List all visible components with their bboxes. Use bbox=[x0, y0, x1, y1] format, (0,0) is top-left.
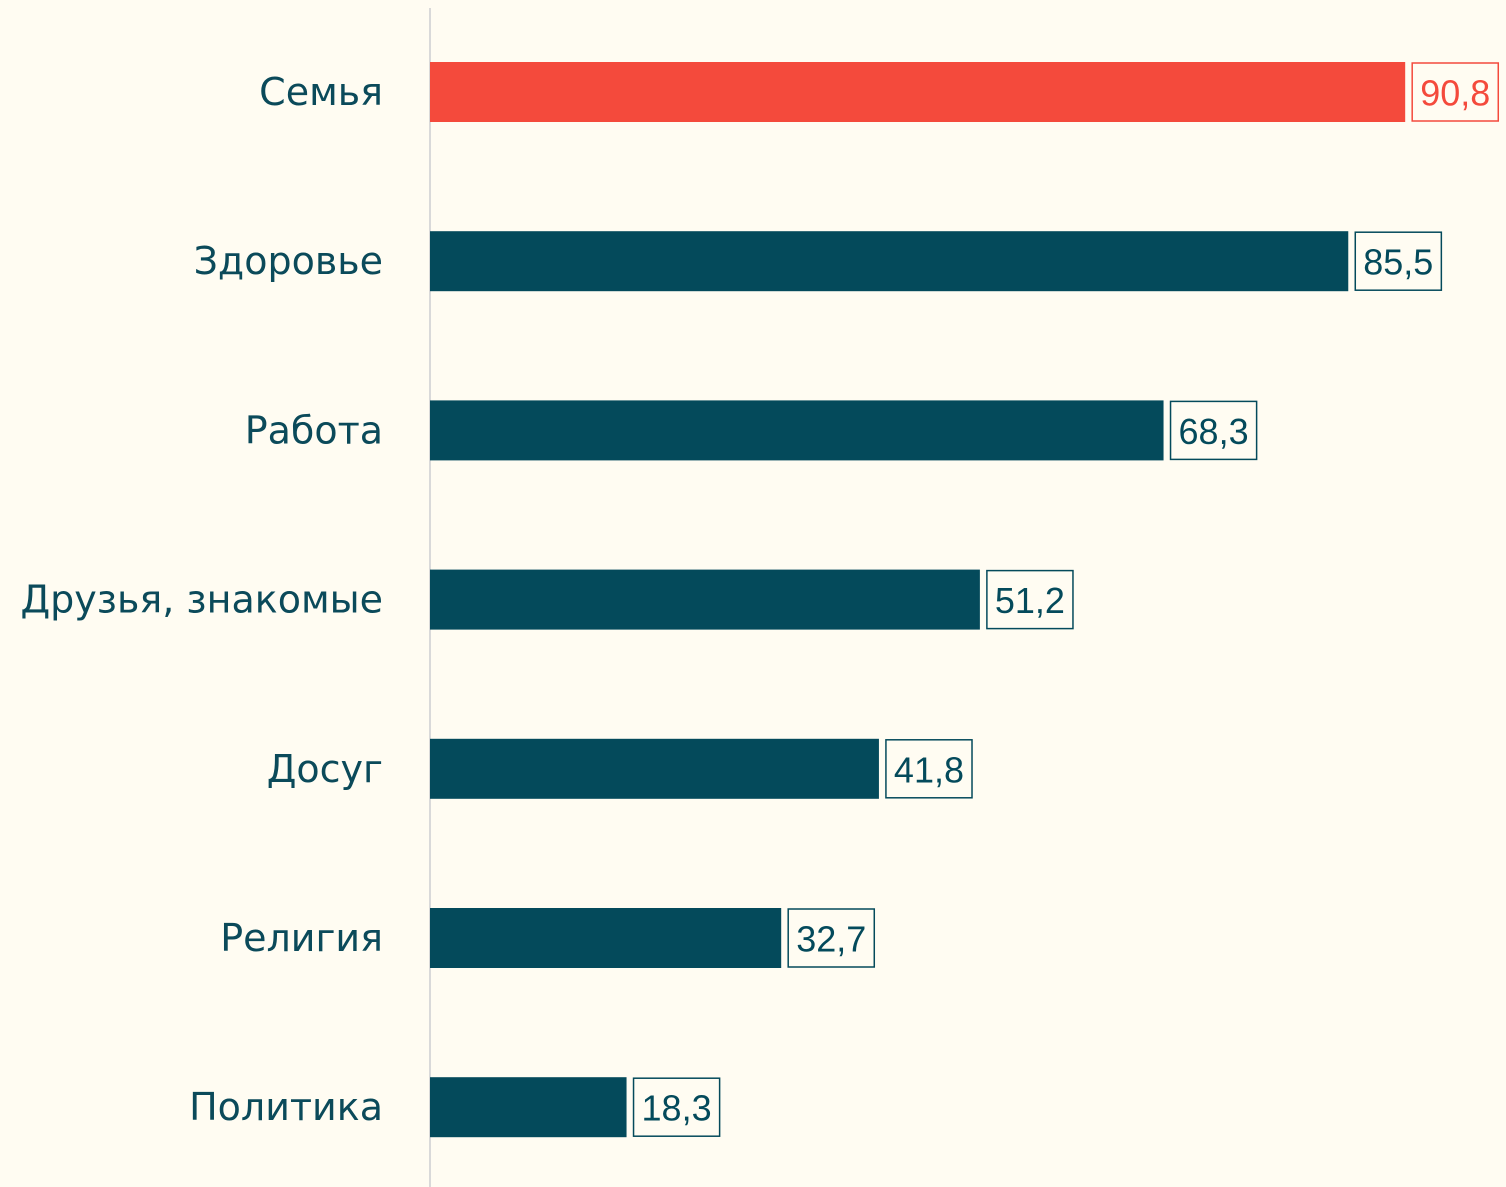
bar bbox=[430, 231, 1349, 292]
bar bbox=[430, 908, 782, 968]
value-label: 90,8 bbox=[1420, 73, 1490, 114]
value-label-box bbox=[986, 569, 1074, 630]
value-label: 32,7 bbox=[796, 919, 866, 960]
category-label: Здоровье bbox=[194, 239, 383, 283]
value-label: 85,5 bbox=[1363, 242, 1433, 283]
category-label: Семья bbox=[259, 70, 383, 114]
value-label-box bbox=[1354, 231, 1443, 291]
value-label-box bbox=[1411, 62, 1500, 122]
bar bbox=[430, 400, 1164, 461]
value-label: 18,3 bbox=[642, 1088, 712, 1129]
value-label: 68,3 bbox=[1179, 411, 1249, 452]
value-label-box bbox=[632, 1077, 721, 1137]
value-label-box bbox=[885, 739, 973, 799]
bar bbox=[430, 738, 879, 799]
category-label: Религия bbox=[220, 916, 383, 960]
value-label: 51,2 bbox=[995, 580, 1065, 621]
bar bbox=[430, 1077, 627, 1138]
value-label-box bbox=[787, 908, 876, 968]
category-label: Работа bbox=[245, 408, 383, 452]
category-label: Друзья, знакомые bbox=[20, 578, 383, 622]
category-label: Досуг bbox=[267, 747, 383, 791]
category-label: Политика bbox=[189, 1085, 383, 1129]
value-label-box bbox=[1169, 400, 1258, 461]
value-label: 41,8 bbox=[894, 749, 964, 790]
bar bbox=[430, 62, 1406, 122]
bar bbox=[430, 569, 980, 630]
